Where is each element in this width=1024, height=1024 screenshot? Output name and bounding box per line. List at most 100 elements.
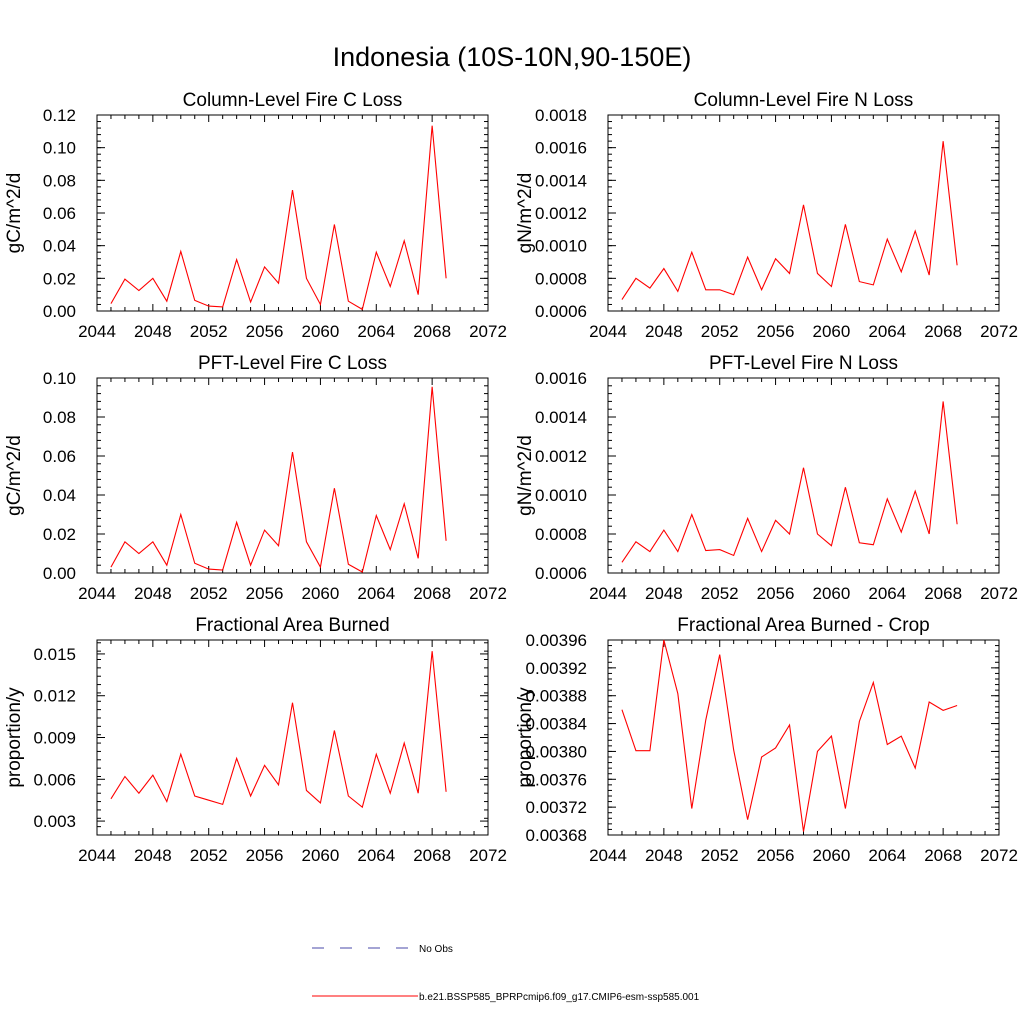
x-tick-label: 2056 (757, 846, 795, 865)
x-tick-label: 2064 (357, 584, 395, 603)
y-tick-label: 0.0012 (535, 447, 587, 466)
x-tick-label: 2056 (757, 584, 795, 603)
series-line (110, 386, 447, 573)
y-tick-label: 0.0008 (535, 525, 587, 544)
legend-label-model: b.e21.BSSP585_BPRPcmip6.f09_g17.CMIP6-es… (419, 992, 700, 1003)
chart-panel-2: Column-Level Fire N Loss gN/m^2/d 2044 2048… (515, 90, 1018, 341)
x-tick-label: 2044 (78, 322, 116, 341)
x-tick-label: 2044 (589, 322, 627, 341)
plot-frame (607, 114, 1000, 312)
plot-frame (96, 114, 489, 312)
x-tick-label: 2068 (413, 322, 451, 341)
x-tick-label: 2052 (701, 584, 739, 603)
x-tick-label: 2048 (134, 846, 172, 865)
y-axis-label: gN/m^2/d (515, 435, 536, 516)
y-tick-label: 0.08 (43, 408, 76, 427)
x-tick-label: 2048 (134, 584, 172, 603)
x-tick-label: 2056 (246, 846, 284, 865)
y-tick-label: 0.0006 (535, 564, 587, 583)
x-tick-label: 2048 (645, 584, 683, 603)
plot-frame (96, 639, 489, 836)
series-line (110, 125, 447, 311)
y-tick-label: 0.00392 (526, 659, 587, 678)
y-tick-label: 0.00388 (526, 687, 587, 706)
x-tick-label: 2056 (246, 322, 284, 341)
x-tick-label: 2056 (757, 322, 795, 341)
panel-title: Fractional Area Burned (195, 615, 389, 636)
y-tick-label: 0.02 (43, 269, 76, 288)
x-tick-label: 2056 (246, 584, 284, 603)
y-tick-label: 0.006 (33, 770, 76, 789)
x-tick-label: 2048 (645, 846, 683, 865)
legend-label-no-obs: No Obs (419, 944, 453, 955)
x-tick-label: 2064 (868, 322, 906, 341)
y-tick-label: 0.02 (43, 525, 76, 544)
y-tick-label: 0.00372 (526, 798, 587, 817)
figure-title: Indonesia (10S-10N,90-150E) (333, 42, 692, 72)
x-tick-label: 2060 (302, 322, 340, 341)
y-tick-label: 0.00376 (526, 770, 587, 789)
x-tick-label: 2072 (469, 584, 507, 603)
series-line (621, 639, 958, 832)
x-tick-label: 2072 (469, 322, 507, 341)
panel-title: PFT-Level Fire N Loss (709, 353, 898, 374)
x-tick-label: 2060 (813, 846, 851, 865)
x-tick-label: 2060 (813, 584, 851, 603)
chart-panel-4: PFT-Level Fire N Loss gN/m^2/d 2044 2048 205… (515, 353, 1018, 603)
x-tick-label: 2068 (924, 846, 962, 865)
y-tick-label: 0.012 (33, 687, 76, 706)
y-tick-label: 0.00384 (526, 715, 587, 734)
x-tick-label: 2052 (190, 584, 228, 603)
series-line (110, 651, 447, 809)
y-tick-label: 0.0016 (535, 139, 587, 158)
x-tick-label: 2068 (924, 322, 962, 341)
chart-panel-1: Column-Level Fire C Loss gC/m^2/d 2044 2048… (4, 90, 507, 341)
y-tick-label: 0.0006 (535, 302, 587, 321)
y-tick-label: 0.06 (43, 204, 76, 223)
y-axis-label: gC/m^2/d (4, 435, 25, 516)
y-axis-label: proportion/y (515, 687, 536, 788)
plot-frame (607, 377, 1000, 574)
y-tick-label: 0.04 (43, 237, 76, 256)
y-tick-label: 0.0018 (535, 106, 587, 125)
x-tick-label: 2064 (868, 846, 906, 865)
x-tick-label: 2072 (980, 584, 1018, 603)
panel-title: Fractional Area Burned - Crop (677, 615, 929, 636)
x-tick-label: 2052 (190, 322, 228, 341)
y-tick-label: 0.0012 (535, 204, 587, 223)
y-tick-label: 0.0008 (535, 269, 587, 288)
x-tick-label: 2044 (589, 584, 627, 603)
y-tick-label: 0.10 (43, 369, 76, 388)
x-tick-label: 2072 (980, 322, 1018, 341)
legend: No Obs b.e21.BSSP585_BPRPcmip6.f09_g17.C… (312, 944, 700, 1003)
y-tick-label: 0.009 (33, 729, 76, 748)
x-tick-label: 2060 (302, 846, 340, 865)
y-tick-label: 0.04 (43, 486, 76, 505)
chart-panel-6: Fractional Area Burned - Crop proportion/… (515, 615, 1018, 865)
chart-panel-5: Fractional Area Burned proportion/y 2044 20… (4, 615, 507, 865)
y-tick-label: 0.00 (43, 564, 76, 583)
y-tick-label: 0.00 (43, 302, 76, 321)
x-tick-label: 2064 (357, 322, 395, 341)
y-tick-label: 0.015 (33, 645, 76, 664)
y-tick-label: 0.00380 (526, 742, 587, 761)
x-tick-label: 2068 (924, 584, 962, 603)
y-tick-label: 0.0014 (535, 171, 587, 190)
y-tick-label: 0.00396 (526, 631, 587, 650)
panel-title: Column-Level Fire C Loss (183, 90, 403, 111)
x-tick-label: 2044 (589, 846, 627, 865)
x-tick-label: 2072 (980, 846, 1018, 865)
plot-frame (96, 377, 489, 574)
x-tick-label: 2048 (134, 322, 172, 341)
y-axis-label: gC/m^2/d (4, 173, 25, 254)
y-tick-label: 0.08 (43, 171, 76, 190)
y-tick-label: 0.00368 (526, 826, 587, 845)
panel-title: PFT-Level Fire C Loss (198, 353, 387, 374)
x-tick-label: 2060 (813, 322, 851, 341)
x-tick-label: 2044 (78, 584, 116, 603)
chart-panel-3: PFT-Level Fire C Loss gC/m^2/d 2044 2048 205… (4, 353, 507, 603)
y-tick-label: 0.0014 (535, 408, 587, 427)
chart-panels: Column-Level Fire C Loss gC/m^2/d 2044 2048… (4, 90, 1018, 865)
x-tick-label: 2064 (868, 584, 906, 603)
